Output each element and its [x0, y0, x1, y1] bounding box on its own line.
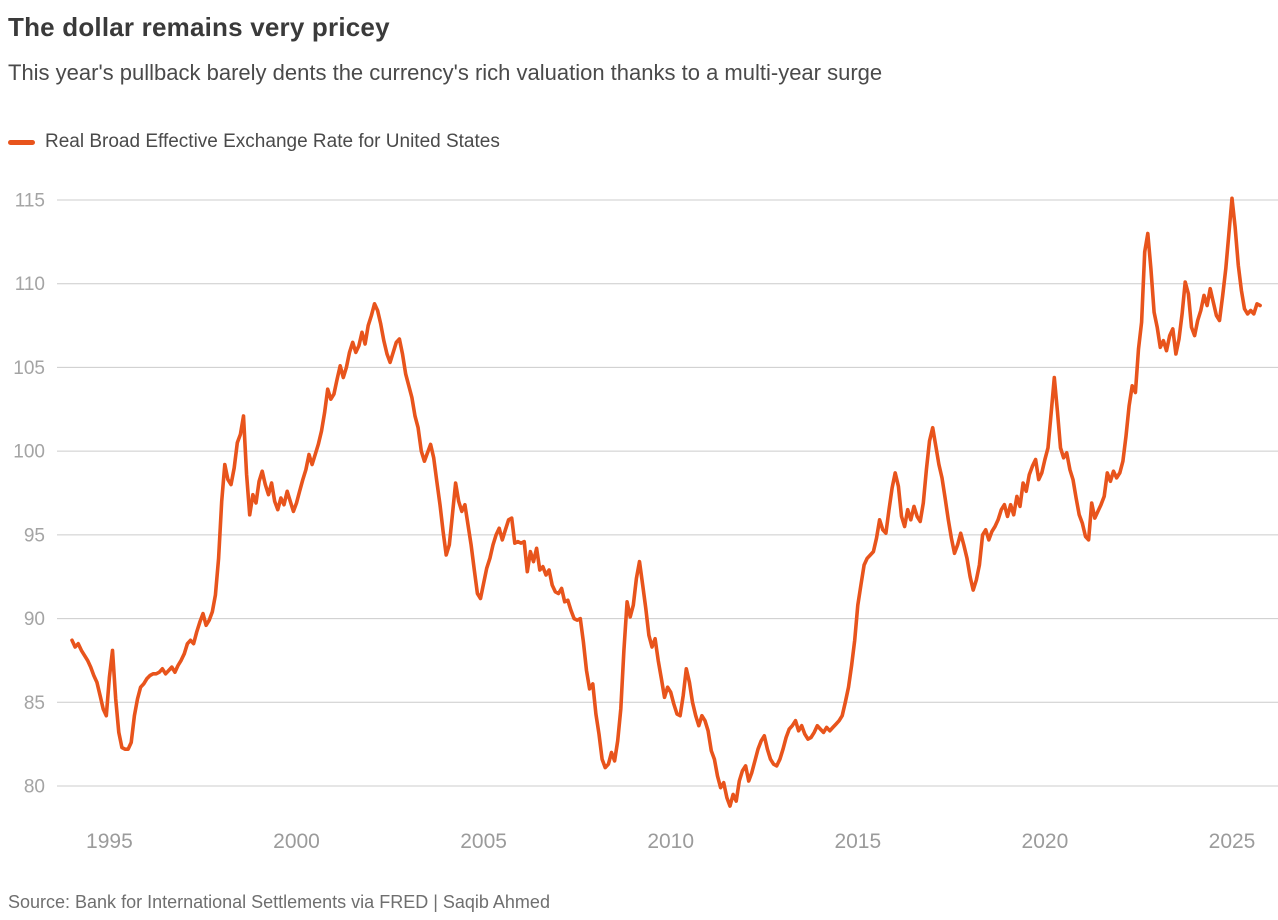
- legend-line-swatch: [8, 139, 35, 145]
- gridlines-group: [57, 199, 1278, 787]
- y-tick-label-110: 110: [15, 274, 45, 295]
- legend-series-label: Real Broad Effective Exchange Rate for U…: [45, 131, 500, 152]
- y-axis-tick-labels: 80 85 90 95 100 105 110 115: [13, 191, 45, 798]
- x-tick-label-2005: 2005: [460, 830, 507, 853]
- data-line-real-broad-eer: [70, 196, 1262, 808]
- x-tick-label-2000: 2000: [273, 830, 320, 853]
- plot-area: 80 85 90 95 100 105 110 115 1995 2000 2005 2010 201…: [0, 170, 1278, 870]
- x-tick-label-2020: 2020: [1022, 830, 1069, 853]
- y-tick-label-100: 100: [13, 442, 45, 463]
- x-tick-label-2010: 2010: [647, 830, 694, 853]
- y-tick-label-80: 80: [24, 777, 45, 798]
- source-note: Source: Bank for International Settlemen…: [8, 892, 550, 912]
- legend: Real Broad Effective Exchange Rate for U…: [8, 131, 500, 153]
- chart-subtitle: This year's pullback barely dents the cu…: [8, 60, 883, 85]
- x-axis-tick-labels: 1995 2000 2005 2010 2015 2020 2025: [86, 830, 1255, 853]
- line-chart-svg: 80 85 90 95 100 105 110 115 1995 2000 2005 2010 201…: [13, 191, 1278, 853]
- y-tick-label-85: 85: [24, 693, 45, 714]
- x-tick-label-1995: 1995: [86, 830, 133, 853]
- chart-title: The dollar remains very pricey: [8, 12, 390, 42]
- y-tick-label-115: 115: [15, 191, 45, 212]
- y-tick-label-90: 90: [24, 609, 45, 630]
- x-tick-label-2025: 2025: [1209, 830, 1256, 853]
- y-tick-label-105: 105: [13, 358, 45, 379]
- y-tick-label-95: 95: [24, 525, 45, 546]
- x-tick-label-2015: 2015: [834, 830, 881, 853]
